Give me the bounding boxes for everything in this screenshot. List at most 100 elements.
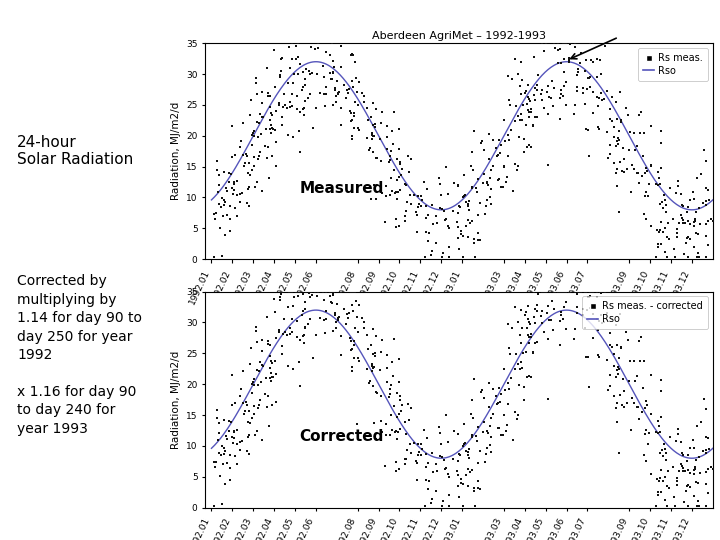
Point bbox=[359, 318, 370, 326]
Point bbox=[473, 211, 485, 219]
Point bbox=[420, 433, 432, 442]
Point bbox=[325, 287, 336, 296]
Point bbox=[368, 381, 379, 390]
Point bbox=[583, 293, 595, 301]
Point bbox=[265, 357, 276, 366]
Point bbox=[552, 287, 563, 296]
Point bbox=[572, 68, 584, 77]
Point bbox=[251, 118, 263, 126]
Point bbox=[241, 152, 253, 160]
Point bbox=[317, 62, 328, 70]
Point bbox=[212, 436, 223, 444]
Point bbox=[681, 234, 693, 242]
Point bbox=[502, 72, 513, 80]
Point bbox=[698, 146, 710, 154]
Point bbox=[381, 363, 392, 372]
Point bbox=[346, 367, 358, 375]
Point bbox=[420, 228, 432, 237]
Point bbox=[554, 341, 566, 349]
Point bbox=[264, 352, 276, 360]
Point bbox=[395, 392, 406, 401]
Point bbox=[347, 307, 359, 315]
Point bbox=[274, 296, 286, 305]
Point bbox=[559, 55, 570, 64]
Point bbox=[676, 213, 688, 222]
Point bbox=[528, 313, 540, 322]
Point bbox=[452, 429, 464, 438]
Point bbox=[527, 348, 539, 357]
Point bbox=[345, 116, 356, 125]
Point bbox=[422, 485, 433, 494]
Point bbox=[248, 161, 260, 170]
Point bbox=[505, 126, 517, 134]
Point bbox=[300, 305, 311, 313]
Point bbox=[414, 448, 426, 457]
Point bbox=[557, 287, 569, 296]
Point bbox=[298, 104, 310, 112]
Point bbox=[529, 96, 541, 105]
Point bbox=[384, 151, 396, 160]
Point bbox=[605, 141, 616, 150]
Point bbox=[592, 55, 603, 63]
Point bbox=[335, 332, 346, 340]
Point bbox=[504, 349, 516, 358]
Point bbox=[454, 201, 465, 210]
Point bbox=[516, 306, 527, 315]
Point bbox=[549, 287, 560, 296]
Point bbox=[276, 67, 287, 76]
Point bbox=[392, 413, 403, 421]
Point bbox=[688, 243, 700, 252]
Point bbox=[485, 166, 496, 174]
Point bbox=[558, 287, 570, 296]
Point bbox=[307, 124, 318, 133]
Point bbox=[531, 80, 543, 89]
Point bbox=[492, 176, 504, 185]
Point bbox=[222, 435, 233, 443]
Point bbox=[255, 396, 266, 405]
Point bbox=[381, 192, 392, 200]
Point bbox=[524, 97, 536, 105]
Point bbox=[250, 78, 261, 87]
Point bbox=[469, 483, 480, 492]
Point bbox=[477, 428, 488, 436]
Point bbox=[305, 43, 317, 52]
Point bbox=[474, 199, 486, 207]
Point bbox=[218, 167, 230, 176]
Point bbox=[654, 428, 666, 436]
Point bbox=[242, 185, 253, 193]
Point bbox=[613, 208, 625, 217]
Point bbox=[423, 228, 435, 237]
Point bbox=[667, 463, 679, 471]
Point bbox=[538, 287, 549, 296]
Point bbox=[426, 495, 438, 503]
Point bbox=[639, 210, 650, 218]
Point bbox=[402, 167, 414, 176]
Point bbox=[563, 287, 575, 296]
Point bbox=[223, 417, 235, 426]
Point bbox=[580, 66, 591, 75]
Point bbox=[332, 314, 343, 322]
Point bbox=[646, 470, 657, 478]
Point bbox=[232, 177, 243, 186]
Point bbox=[453, 482, 464, 490]
Point bbox=[341, 94, 352, 103]
Point bbox=[261, 154, 272, 163]
Point bbox=[542, 394, 554, 403]
Point bbox=[375, 348, 387, 356]
Point bbox=[443, 491, 454, 500]
Point bbox=[500, 427, 511, 435]
Point bbox=[563, 58, 575, 66]
Point bbox=[304, 314, 315, 323]
Point bbox=[453, 208, 464, 217]
Point bbox=[327, 56, 338, 65]
Point bbox=[655, 375, 667, 384]
Point bbox=[702, 241, 714, 249]
Point bbox=[264, 174, 275, 183]
Point bbox=[690, 465, 701, 474]
Point bbox=[365, 341, 377, 350]
Point bbox=[330, 324, 342, 333]
Point bbox=[692, 478, 703, 487]
Point bbox=[628, 356, 639, 365]
Point bbox=[536, 318, 547, 327]
Point bbox=[348, 337, 360, 346]
